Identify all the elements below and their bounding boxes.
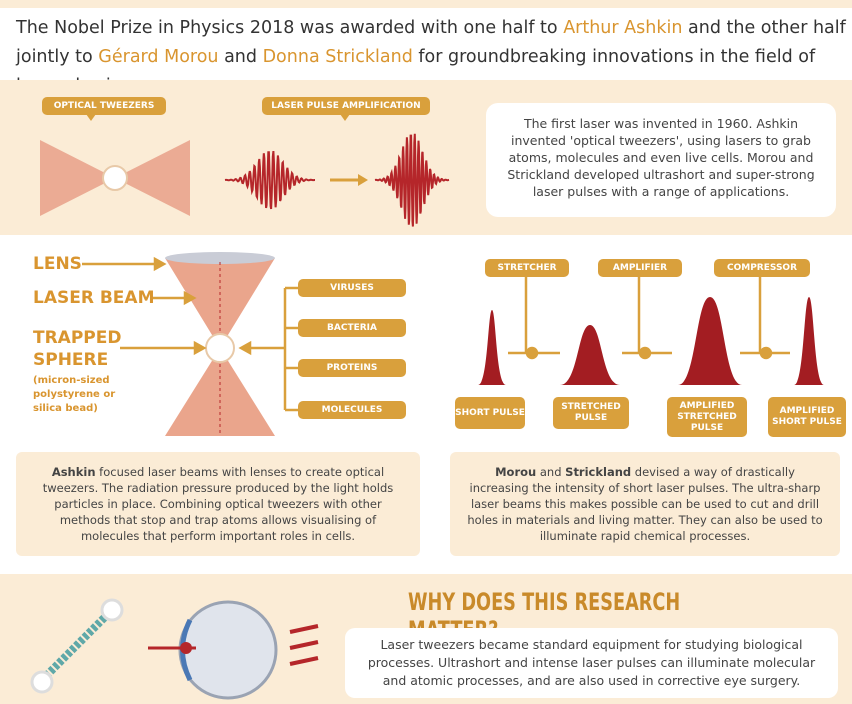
pulse-pill: SHORT PULSE bbox=[455, 397, 525, 429]
stage-pill: AMPLIFIER bbox=[598, 259, 682, 277]
name: Morou bbox=[495, 465, 536, 479]
arrow-head bbox=[195, 343, 204, 353]
pulse-pill: AMPLIFIED STRETCHED PULSE bbox=[667, 397, 747, 437]
target-pill: PROTEINS bbox=[298, 359, 406, 377]
sphere bbox=[206, 334, 234, 362]
dot bbox=[761, 348, 771, 358]
sphere bbox=[103, 166, 127, 190]
sphere-label: TRAPPED SPHERE bbox=[33, 327, 123, 371]
dot bbox=[640, 348, 650, 358]
pulse-pill: AMPLIFIED SHORT PULSE bbox=[768, 397, 846, 437]
molecule-rod bbox=[32, 600, 122, 692]
pulse bbox=[794, 297, 824, 385]
caption-text: focused laser beams with lenses to creat… bbox=[43, 465, 394, 543]
caption-text: and bbox=[536, 465, 565, 479]
sphere-note: (micron-sized polystyrene or silica bead… bbox=[33, 374, 133, 416]
impact-text: Laser tweezers became standard equipment… bbox=[345, 628, 838, 698]
pulse-pill: STRETCHED PULSE bbox=[553, 397, 629, 429]
pulse bbox=[678, 297, 742, 385]
name: Strickland bbox=[565, 465, 631, 479]
pulses bbox=[478, 297, 824, 385]
focus bbox=[180, 642, 192, 654]
bead bbox=[32, 672, 52, 692]
pointer bbox=[86, 114, 96, 121]
stage-pill: STRETCHER bbox=[485, 259, 569, 277]
intro-text: The first laser was invented in 1960. As… bbox=[486, 103, 836, 217]
lens-diagram bbox=[165, 252, 275, 436]
stage-pill: COMPRESSOR bbox=[714, 259, 810, 277]
pulse-marks bbox=[290, 626, 318, 664]
bowtie bbox=[40, 140, 190, 216]
label-pill: LASER PULSE AMPLIFICATION bbox=[262, 97, 430, 115]
target-pill: MOLECULES bbox=[298, 401, 406, 419]
pulse bbox=[560, 325, 620, 385]
bead bbox=[102, 600, 122, 620]
dot bbox=[527, 348, 537, 358]
arrow-head bbox=[241, 343, 250, 353]
name: Ashkin bbox=[52, 465, 96, 479]
arrow-head bbox=[155, 259, 164, 269]
lens-label: LENS bbox=[33, 253, 82, 275]
target-pill: VIRUSES bbox=[298, 279, 406, 297]
page: The Nobel Prize in Physics 2018 was awar… bbox=[0, 0, 852, 704]
amplification-caption: Morou and Strickland devised a way of dr… bbox=[450, 456, 840, 552]
beam-label: LASER BEAM bbox=[33, 287, 155, 309]
arrow-head bbox=[358, 174, 368, 186]
wave bbox=[375, 134, 449, 227]
eyeball bbox=[180, 602, 276, 698]
pulse bbox=[478, 310, 506, 385]
eye bbox=[148, 602, 318, 698]
target-pill: BACTERIA bbox=[298, 319, 406, 337]
rod bbox=[42, 610, 112, 680]
pointer bbox=[340, 114, 350, 121]
label-pill: OPTICAL TWEEZERS bbox=[42, 97, 166, 115]
tweezers-caption: Ashkin focused laser beams with lenses t… bbox=[16, 456, 420, 552]
wave bbox=[225, 151, 315, 209]
